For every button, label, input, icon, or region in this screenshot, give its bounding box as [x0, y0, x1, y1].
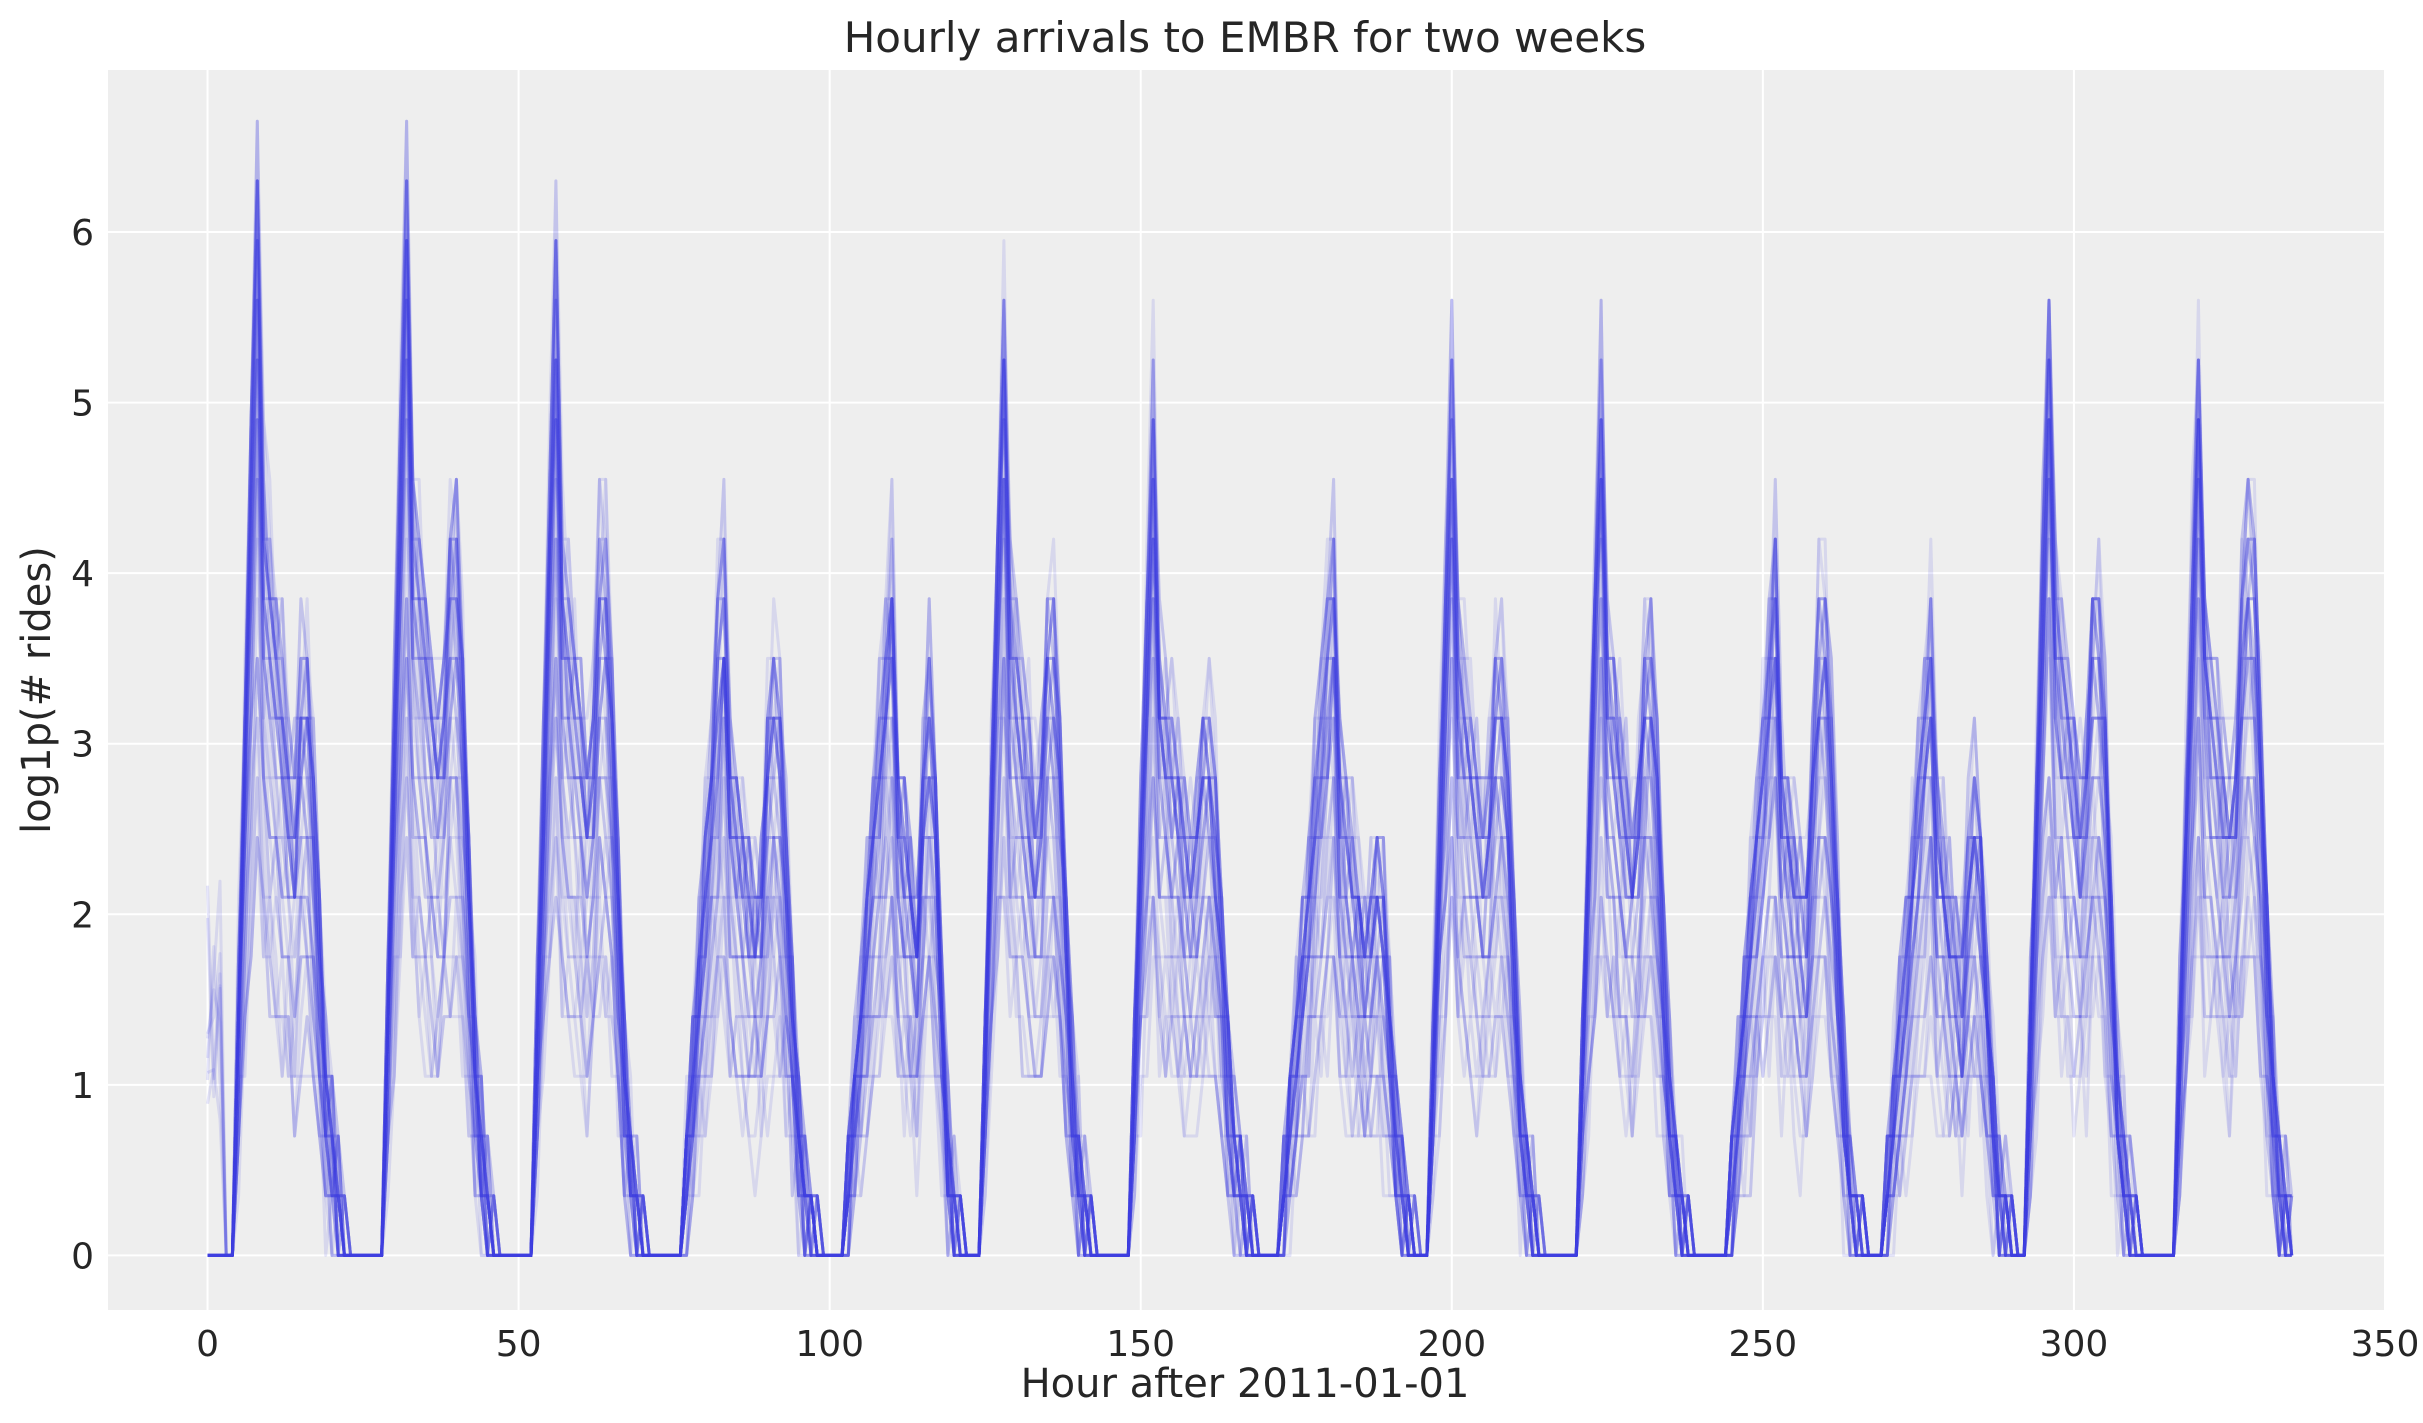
y-tick-label: 1 — [71, 1066, 94, 1107]
series-line — [207, 179, 2294, 1257]
series-line — [207, 179, 2294, 1257]
series-line — [207, 119, 2294, 1257]
series-line — [206, 239, 2294, 1257]
series-line — [207, 358, 2292, 1257]
x-tick-label: 250 — [1729, 1324, 1798, 1365]
series-line — [207, 119, 2294, 1257]
grid — [108, 70, 2386, 1310]
y-tick-label: 3 — [71, 725, 94, 766]
series-line — [207, 597, 2294, 1257]
series-line — [207, 418, 2294, 1257]
series-line — [207, 776, 2292, 1257]
series-line — [207, 656, 2292, 1257]
x-tick-label: 50 — [496, 1324, 542, 1365]
x-tick-labels: 0 50 100 150 200 250 300 350 — [196, 1324, 2419, 1365]
series-line — [207, 239, 2292, 1257]
series-line — [207, 179, 2294, 1257]
series-line — [206, 477, 2294, 1257]
x-tick-label: 0 — [196, 1324, 219, 1365]
series-line — [207, 298, 2292, 1257]
series-line — [207, 656, 2294, 1257]
series-line — [207, 239, 2294, 1257]
series-line — [207, 358, 2294, 1257]
series-line — [206, 179, 2292, 1257]
series-line — [207, 179, 2294, 1257]
y-tick-labels: 0 1 2 3 4 5 6 — [71, 213, 94, 1277]
series-line — [207, 358, 2292, 1257]
x-axis-label: Hour after 2011-01-01 — [1021, 1361, 1470, 1407]
series-group — [206, 119, 2294, 1257]
y-tick-label: 5 — [71, 384, 94, 425]
series-line — [207, 179, 2292, 1257]
series-line — [207, 776, 2292, 1257]
series-line — [207, 418, 2292, 1257]
series-line — [207, 119, 2292, 1257]
y-tick-label: 0 — [71, 1236, 94, 1277]
x-tick-label: 300 — [2040, 1324, 2109, 1365]
series-line — [207, 298, 2294, 1257]
series-line — [207, 298, 2292, 1257]
series-line — [207, 836, 2294, 1257]
series-line — [207, 597, 2292, 1257]
plot-area — [108, 70, 2385, 1310]
y-tick-label: 2 — [71, 895, 94, 936]
series-line — [207, 179, 2294, 1257]
series-line — [207, 716, 2292, 1257]
series-line — [206, 298, 2292, 1257]
series-line — [207, 716, 2294, 1257]
series-line — [206, 179, 2294, 1257]
series-line — [206, 239, 2292, 1257]
x-tick-label: 350 — [2351, 1324, 2420, 1365]
series-line — [207, 179, 2294, 1257]
series-line — [207, 836, 2292, 1257]
series-line — [207, 179, 2294, 1257]
series-line — [207, 119, 2292, 1257]
x-tick-label: 150 — [1106, 1324, 1175, 1365]
series-line — [206, 418, 2292, 1257]
x-tick-label: 200 — [1417, 1324, 1486, 1365]
y-tick-label: 6 — [71, 213, 94, 254]
series-line — [207, 298, 2292, 1257]
chart-title: Hourly arrivals to EMBR for two weeks — [844, 13, 1647, 62]
y-tick-label: 4 — [71, 554, 94, 595]
series-line — [207, 656, 2294, 1257]
x-tick-label: 100 — [795, 1324, 864, 1365]
series-line — [207, 239, 2294, 1257]
series-line — [207, 477, 2292, 1257]
series-line — [207, 239, 2294, 1257]
series-line — [207, 358, 2292, 1257]
series-line — [207, 119, 2294, 1257]
y-axis-label: log1p(# rides) — [14, 546, 60, 834]
series-line — [206, 537, 2294, 1257]
series-line — [207, 418, 2294, 1257]
series-line — [207, 477, 2294, 1257]
series-line — [207, 597, 2292, 1257]
